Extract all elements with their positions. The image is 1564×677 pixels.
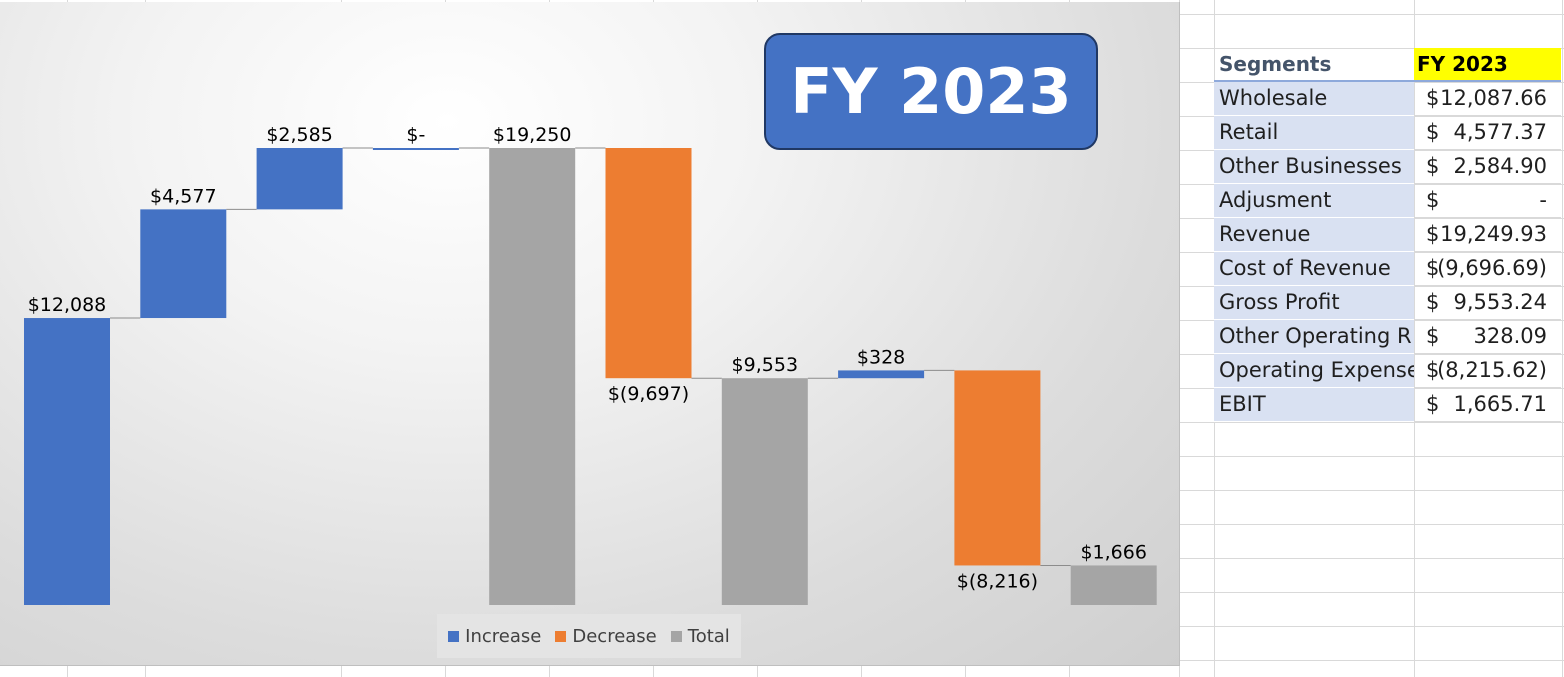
segment-cell[interactable]: Revenue bbox=[1214, 217, 1414, 252]
segment-cell[interactable]: Other Operating R bbox=[1214, 319, 1414, 354]
data-label: $2,585 bbox=[266, 124, 332, 146]
legend-swatch bbox=[670, 630, 682, 642]
header-segments[interactable]: Segments bbox=[1214, 48, 1414, 82]
segment-cell[interactable]: Cost of Revenue bbox=[1214, 251, 1414, 286]
segment-cell[interactable]: Gross Profit bbox=[1214, 285, 1414, 320]
bar-gross-profit[interactable] bbox=[721, 378, 808, 605]
amount-value: 2,584.90 bbox=[1453, 153, 1547, 178]
table-row: Wholesale $12,087.66 bbox=[1214, 81, 1561, 116]
table-row: Operating Expense $ (8,215.62) bbox=[1214, 353, 1561, 388]
segment-cell[interactable]: Wholesale bbox=[1214, 81, 1414, 116]
chart-title[interactable]: FY 2023 bbox=[764, 33, 1098, 150]
value-cell[interactable]: $ - bbox=[1414, 183, 1561, 218]
currency-symbol: $ bbox=[1426, 323, 1440, 348]
grid-column-line bbox=[1562, 0, 1563, 677]
amount-value: 1,665.71 bbox=[1453, 391, 1547, 416]
chart-legend[interactable]: Increase Decrease Total bbox=[437, 614, 741, 658]
currency-symbol: $ bbox=[1426, 391, 1440, 416]
currency-symbol: $ bbox=[1426, 153, 1440, 178]
bar-wholesale[interactable] bbox=[24, 318, 110, 605]
legend-label: Increase bbox=[465, 625, 542, 647]
table-row: Adjusment $ - bbox=[1214, 183, 1561, 218]
currency-symbol: $ bbox=[1426, 255, 1440, 280]
amount-value: 4,577.37 bbox=[1453, 119, 1547, 144]
bar-adjusment[interactable] bbox=[372, 148, 459, 151]
legend-item-decrease[interactable]: Decrease bbox=[555, 625, 657, 647]
bar-other-businesses[interactable] bbox=[256, 148, 343, 210]
table-row: Retail $4,577.37 bbox=[1214, 115, 1561, 150]
legend-item-increase[interactable]: Increase bbox=[448, 626, 541, 647]
segment-cell[interactable]: Operating Expense bbox=[1214, 353, 1414, 388]
legend-label: Total bbox=[687, 625, 730, 647]
segment-cell[interactable]: EBIT bbox=[1214, 387, 1414, 422]
data-label: $9,553 bbox=[732, 354, 798, 376]
value-cell[interactable]: $2,584.90 bbox=[1414, 149, 1561, 184]
data-label: $1,666 bbox=[1080, 541, 1146, 563]
value-cell[interactable]: $12,087.66 bbox=[1414, 81, 1561, 116]
amount-value: 328.09 bbox=[1473, 323, 1547, 348]
table-row: Other Businesses $2,584.90 bbox=[1214, 149, 1561, 184]
table-header-row: Segments FY 2023 bbox=[1214, 48, 1561, 82]
currency-symbol: $ bbox=[1426, 357, 1440, 382]
data-label: $(9,697) bbox=[608, 383, 689, 405]
currency-symbol: $ bbox=[1426, 119, 1440, 144]
segment-cell[interactable]: Other Businesses bbox=[1214, 149, 1414, 184]
bar-ebit[interactable] bbox=[1070, 565, 1157, 605]
amount-value: - bbox=[1539, 187, 1547, 212]
amount-value: 19,249.93 bbox=[1440, 221, 1547, 246]
data-label: $19,250 bbox=[493, 124, 572, 146]
amount-value: 12,087.66 bbox=[1440, 86, 1547, 110]
legend-label: Decrease bbox=[572, 625, 657, 647]
value-cell[interactable]: $1,665.71 bbox=[1414, 387, 1561, 422]
data-label: $328 bbox=[857, 346, 905, 368]
segment-cell[interactable]: Adjusment bbox=[1214, 183, 1414, 218]
chart-plot: $12,088 $4,577 $2,585 $- $19,250 $(9,697) $9,5… bbox=[24, 124, 1157, 606]
amount-value: 9,553.24 bbox=[1453, 289, 1547, 314]
value-cell[interactable]: $ (8,215.62) bbox=[1414, 353, 1561, 388]
data-label: $- bbox=[406, 124, 425, 146]
table-row: Other Operating R $328.09 bbox=[1214, 319, 1561, 354]
bar-operating-expense[interactable] bbox=[954, 370, 1041, 566]
header-fy2023[interactable]: FY 2023 bbox=[1414, 48, 1561, 82]
amount-value: (9,696.69) bbox=[1437, 255, 1547, 280]
data-label: $4,577 bbox=[150, 185, 216, 207]
bar-revenue[interactable] bbox=[489, 148, 576, 606]
currency-symbol: $ bbox=[1426, 289, 1440, 314]
segments-table: Segments FY 2023 Wholesale $12,087.66 Reta… bbox=[1214, 48, 1561, 422]
bar-cost-of-revenue[interactable] bbox=[605, 148, 692, 379]
currency-symbol: $ bbox=[1426, 187, 1440, 212]
value-cell[interactable]: $19,249.93 bbox=[1414, 217, 1561, 252]
legend-item-total[interactable]: Total bbox=[670, 625, 730, 647]
bar-other-operating-r[interactable] bbox=[838, 370, 925, 379]
value-cell[interactable]: $328.09 bbox=[1414, 319, 1561, 354]
bar-retail[interactable] bbox=[140, 209, 227, 319]
data-label: $12,088 bbox=[28, 294, 107, 316]
table-row: Cost of Revenue $ (9,696.69) bbox=[1214, 251, 1561, 286]
value-cell[interactable]: $ (9,696.69) bbox=[1414, 251, 1561, 286]
waterfall-chart[interactable]: $12,088 $4,577 $2,585 $- $19,250 $(9,697) $9,5… bbox=[0, 2, 1180, 666]
value-cell[interactable]: $9,553.24 bbox=[1414, 285, 1561, 320]
table-row: EBIT $1,665.71 bbox=[1214, 387, 1561, 422]
value-cell[interactable]: $4,577.37 bbox=[1414, 115, 1561, 150]
segment-cell[interactable]: Retail bbox=[1214, 115, 1414, 150]
table-row: Gross Profit $9,553.24 bbox=[1214, 285, 1561, 320]
data-label: $(8,216) bbox=[957, 570, 1038, 592]
legend-swatch bbox=[555, 630, 567, 642]
table-row: Revenue $19,249.93 bbox=[1214, 217, 1561, 252]
legend-swatch bbox=[448, 630, 460, 642]
currency-symbol: $ bbox=[1426, 221, 1440, 246]
currency-symbol: $ bbox=[1426, 86, 1440, 110]
amount-value: (8,215.62) bbox=[1437, 357, 1547, 382]
